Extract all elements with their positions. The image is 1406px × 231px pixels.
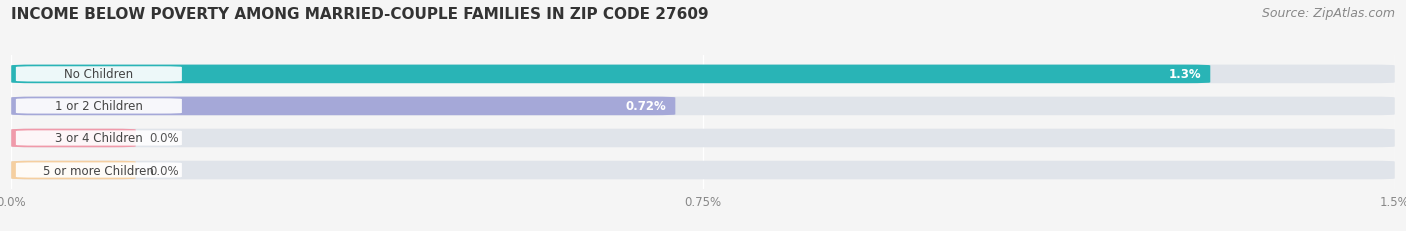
FancyBboxPatch shape xyxy=(15,99,181,114)
FancyBboxPatch shape xyxy=(11,97,675,116)
Text: 0.0%: 0.0% xyxy=(149,164,179,177)
Text: 1 or 2 Children: 1 or 2 Children xyxy=(55,100,143,113)
FancyBboxPatch shape xyxy=(11,65,1395,84)
Text: 0.0%: 0.0% xyxy=(149,132,179,145)
Text: 5 or more Children: 5 or more Children xyxy=(44,164,155,177)
Text: 3 or 4 Children: 3 or 4 Children xyxy=(55,132,143,145)
FancyBboxPatch shape xyxy=(11,161,1395,179)
Text: 1.3%: 1.3% xyxy=(1168,68,1201,81)
FancyBboxPatch shape xyxy=(11,161,136,179)
Text: INCOME BELOW POVERTY AMONG MARRIED-COUPLE FAMILIES IN ZIP CODE 27609: INCOME BELOW POVERTY AMONG MARRIED-COUPL… xyxy=(11,7,709,22)
FancyBboxPatch shape xyxy=(11,65,1211,84)
FancyBboxPatch shape xyxy=(11,129,1395,148)
Text: No Children: No Children xyxy=(65,68,134,81)
FancyBboxPatch shape xyxy=(11,129,136,148)
Text: Source: ZipAtlas.com: Source: ZipAtlas.com xyxy=(1261,7,1395,20)
FancyBboxPatch shape xyxy=(15,131,181,146)
Text: 0.72%: 0.72% xyxy=(626,100,666,113)
FancyBboxPatch shape xyxy=(15,67,181,82)
FancyBboxPatch shape xyxy=(15,163,181,178)
FancyBboxPatch shape xyxy=(11,97,1395,116)
